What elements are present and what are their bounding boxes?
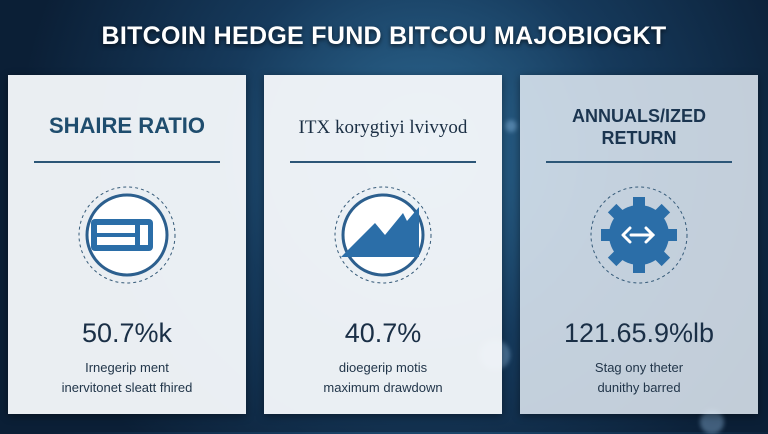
heading-line: ITX korygtiyi lvivyod xyxy=(298,117,468,138)
description-line: Irnegerip ment xyxy=(85,360,169,375)
metric-value: 50.7%k xyxy=(81,318,173,348)
metric-value: 121.65.9%lb xyxy=(563,318,715,348)
metric-value: 40.7% xyxy=(344,318,422,348)
divider xyxy=(546,161,732,163)
heading-line: SHAIRE RATIO xyxy=(48,113,206,138)
title: BITCOIN HEDGE FUND BITCOU MAJOBIOGKT xyxy=(101,22,667,50)
bokeh xyxy=(505,120,517,132)
heading-line: RETURN xyxy=(601,128,677,148)
description-line: inervitonet sleatt fhired xyxy=(61,380,193,395)
description-line: Stag ony theter xyxy=(594,360,684,375)
return-icon xyxy=(590,186,688,284)
ratio-icon xyxy=(78,186,176,284)
card: ITX korygtiyi lvivyod 40.7% dioegerip mo… xyxy=(264,75,502,414)
divider xyxy=(34,161,220,163)
drawdown-icon xyxy=(334,186,432,284)
card-heading: SHAIRE RATIO xyxy=(8,113,246,139)
description: Stag ony theter dunithy barred xyxy=(520,358,758,398)
heading-line: ANNUALS/IZED xyxy=(572,106,706,126)
description-line: maximum drawdown xyxy=(323,380,443,395)
card-heading: ITX korygtiyi lvivyod xyxy=(264,117,502,139)
description-line: dioegerip motis xyxy=(338,360,428,375)
card-heading: ANNUALS/IZED RETURN xyxy=(520,105,758,149)
card: SHAIRE RATIO 50.7%k Irnegerip ment inervi… xyxy=(8,75,246,414)
divider xyxy=(290,161,476,163)
description: dioegerip motis maximum drawdown xyxy=(264,358,502,398)
card: ANNUALS/IZED RETURN 121.65.9%lb Stag ony … xyxy=(520,75,758,414)
description-line: dunithy barred xyxy=(597,380,681,395)
bokeh xyxy=(700,410,724,434)
description: Irnegerip ment inervitonet sleatt fhired xyxy=(8,358,246,398)
